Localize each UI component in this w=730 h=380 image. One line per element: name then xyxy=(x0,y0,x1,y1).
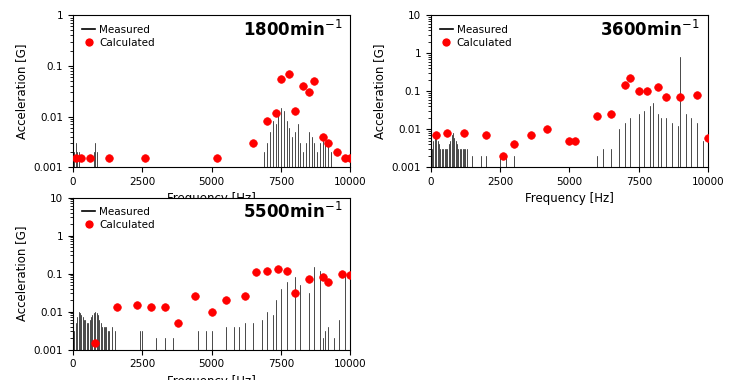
Point xyxy=(289,290,301,296)
Point xyxy=(303,276,315,282)
X-axis label: Frequency [Hz]: Frequency [Hz] xyxy=(167,193,256,206)
Point xyxy=(172,320,184,326)
Point xyxy=(89,340,101,346)
Y-axis label: Acceleration [G]: Acceleration [G] xyxy=(15,43,28,139)
Point xyxy=(261,268,273,274)
Point xyxy=(331,149,342,155)
Point xyxy=(158,304,170,310)
Point xyxy=(250,269,262,275)
Point xyxy=(323,279,334,285)
Point xyxy=(345,155,356,162)
Point xyxy=(189,293,201,299)
Point xyxy=(323,140,334,146)
Point xyxy=(309,78,320,84)
Point xyxy=(633,88,645,94)
Point xyxy=(269,109,281,116)
Legend: Measured, Calculated: Measured, Calculated xyxy=(78,203,159,234)
Y-axis label: Acceleration [G]: Acceleration [G] xyxy=(373,43,386,139)
Text: 5500min$^{-1}$: 5500min$^{-1}$ xyxy=(242,202,342,222)
Point xyxy=(569,138,581,144)
Point xyxy=(661,94,672,100)
Point xyxy=(591,113,603,119)
Point xyxy=(497,153,509,159)
Point xyxy=(131,302,142,308)
Point xyxy=(220,297,231,303)
Point xyxy=(297,83,309,89)
Point xyxy=(84,155,96,162)
Point xyxy=(145,304,156,310)
Point xyxy=(345,272,356,279)
Point xyxy=(247,140,259,146)
Point xyxy=(317,134,328,140)
Point xyxy=(619,81,631,87)
Point xyxy=(275,76,287,82)
Point xyxy=(337,271,348,277)
Point xyxy=(103,155,115,162)
Point xyxy=(564,138,575,144)
Point xyxy=(281,268,293,274)
Point xyxy=(702,135,714,141)
Point xyxy=(283,71,295,77)
Point xyxy=(653,84,664,90)
Point xyxy=(641,88,653,94)
Point xyxy=(542,126,553,132)
Point xyxy=(605,111,617,117)
Point xyxy=(239,293,251,299)
Legend: Measured, Calculated: Measured, Calculated xyxy=(436,21,517,52)
Text: 3600min$^{-1}$: 3600min$^{-1}$ xyxy=(600,20,700,40)
Point xyxy=(212,155,223,162)
Legend: Measured, Calculated: Measured, Calculated xyxy=(78,21,159,52)
Text: 1800min$^{-1}$: 1800min$^{-1}$ xyxy=(242,20,342,40)
Point xyxy=(625,75,637,81)
Point xyxy=(675,94,686,100)
X-axis label: Frequency [Hz]: Frequency [Hz] xyxy=(525,193,614,206)
Point xyxy=(508,141,520,147)
Point xyxy=(691,92,703,98)
Point xyxy=(458,130,470,136)
Point xyxy=(70,155,82,162)
Point xyxy=(289,108,301,114)
Point xyxy=(139,155,151,162)
Point xyxy=(339,155,350,162)
Point xyxy=(431,132,442,138)
Point xyxy=(442,130,453,136)
Point xyxy=(206,309,218,315)
Y-axis label: Acceleration [G]: Acceleration [G] xyxy=(15,226,28,321)
Point xyxy=(261,119,273,125)
Point xyxy=(303,89,315,95)
Point xyxy=(525,132,537,138)
Point xyxy=(317,274,328,280)
Point xyxy=(75,155,87,162)
Point xyxy=(272,266,284,272)
Point xyxy=(480,132,492,138)
Point xyxy=(112,304,123,310)
X-axis label: Frequency [Hz]: Frequency [Hz] xyxy=(167,375,256,380)
